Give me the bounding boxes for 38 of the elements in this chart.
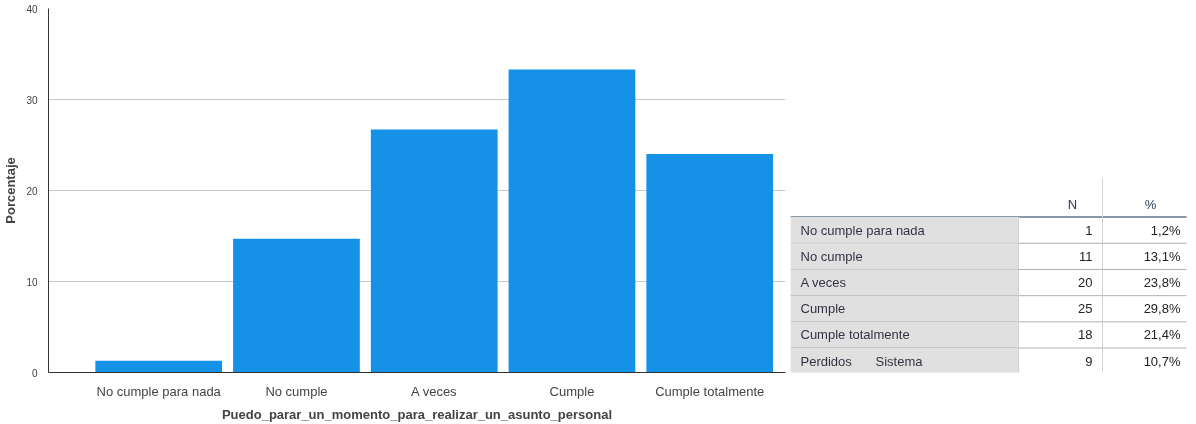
y-axis-title: Porcentaje: [3, 157, 19, 224]
text: 18: [1078, 327, 1093, 343]
x-tick-label: No cumple para nada: [96, 383, 222, 399]
category-label: N: [1067, 196, 1078, 212]
x-axis-title: Puedo_parar_un_momento_para_realizar_un_asunto_personal: [221, 406, 613, 422]
bar: [646, 154, 774, 373]
bar: [95, 360, 223, 373]
category-label: Perdidos: [800, 353, 852, 369]
text: 23,8%: [1143, 275, 1181, 291]
text: 11: [1079, 248, 1093, 264]
x-tick-label: Cumple totalmente: [655, 383, 765, 399]
y-tick-label: 20: [26, 185, 38, 197]
text: 29,8%: [1143, 301, 1181, 317]
text: 10,7%: [1143, 353, 1181, 369]
text: 1,2%: [1150, 222, 1181, 238]
text: 9: [1085, 353, 1093, 369]
category-label: A veces: [800, 275, 847, 291]
x-tick-label: Cumple: [549, 383, 595, 399]
category-label: Cumple totalmente: [800, 327, 910, 343]
text: 1: [1085, 222, 1093, 238]
text: 25: [1078, 301, 1093, 317]
category-label: %: [1144, 196, 1157, 212]
x-tick-label: No cumple: [265, 383, 328, 399]
x-tick-label: A veces: [411, 383, 458, 399]
category-label: Sistema: [875, 353, 923, 369]
text: 21,4%: [1143, 327, 1181, 343]
category-label: Cumple: [800, 301, 846, 317]
y-tick-label: 40: [26, 3, 38, 15]
text: 13,1%: [1143, 248, 1181, 264]
bar: [370, 129, 498, 373]
y-tick-label: 30: [26, 94, 38, 106]
y-tick-label: 0: [31, 367, 38, 379]
y-tick-label: 10: [26, 276, 38, 288]
bar: [233, 238, 360, 373]
category-label: No cumple: [800, 248, 863, 264]
category-label: No cumple para nada: [800, 222, 925, 238]
bar: [508, 69, 636, 373]
text: 20: [1078, 275, 1093, 291]
